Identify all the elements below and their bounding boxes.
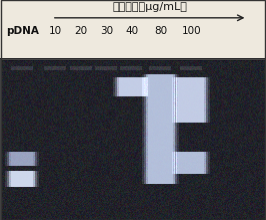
Text: 肝素浓度（μg/mL）: 肝素浓度（μg/mL）: [113, 2, 188, 12]
Text: 80: 80: [154, 26, 168, 36]
Text: 30: 30: [100, 26, 113, 36]
Text: pDNA: pDNA: [6, 26, 39, 36]
Text: 100: 100: [182, 26, 201, 36]
Text: 20: 20: [74, 26, 88, 36]
Text: 10: 10: [49, 26, 63, 36]
Text: 40: 40: [125, 26, 138, 36]
Bar: [0, 59, 266, 220]
